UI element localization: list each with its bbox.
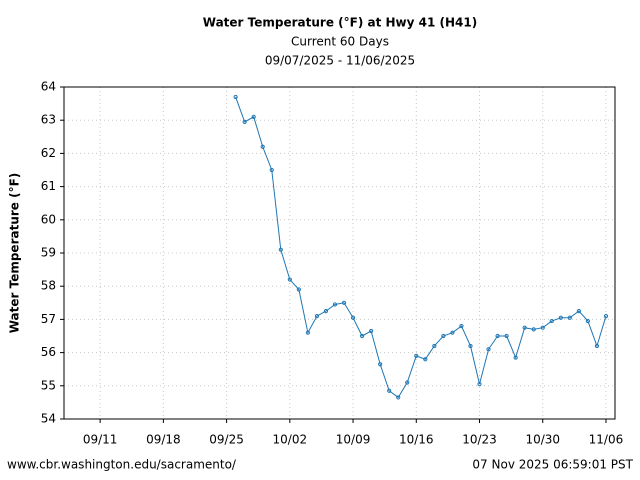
data-point — [269, 167, 274, 173]
data-point — [513, 355, 518, 360]
chart-title: Water Temperature (°F) at Hwy 41 (H41) — [203, 16, 477, 30]
y-tick-label: 64 — [41, 80, 56, 94]
x-tick-label: 10/16 — [399, 433, 434, 447]
x-tick-label: 09/18 — [146, 433, 181, 447]
data-point — [296, 287, 301, 292]
y-tick-label: 58 — [41, 279, 56, 293]
data-point — [350, 315, 356, 320]
data-point — [567, 315, 572, 320]
data-point — [522, 325, 527, 330]
data-point — [450, 330, 455, 335]
y-tick-label: 57 — [41, 312, 56, 326]
data-point — [323, 309, 329, 314]
y-axis-label: Water Temperature (°F) — [8, 173, 22, 334]
data-point — [278, 247, 283, 252]
data-point — [603, 313, 609, 319]
x-tick-label: 10/30 — [525, 433, 560, 447]
data-point — [486, 347, 491, 352]
data-point — [477, 382, 482, 387]
y-tick-label: 54 — [41, 412, 56, 426]
data-point — [504, 333, 509, 339]
x-tick-label: 09/11 — [83, 433, 118, 447]
data-point — [468, 343, 473, 349]
x-tick-label: 10/23 — [462, 433, 497, 447]
data-point — [576, 309, 581, 314]
y-tick-label: 62 — [41, 146, 56, 160]
data-point — [405, 380, 410, 385]
timestamp: 07 Nov 2025 06:59:01 PST — [472, 458, 633, 472]
data-point — [314, 313, 320, 319]
data-point — [432, 343, 437, 349]
data-point — [531, 327, 536, 332]
y-tick-label: 60 — [41, 212, 56, 226]
y-tick-label: 59 — [41, 246, 56, 260]
data-point — [369, 328, 374, 334]
data-point — [549, 318, 554, 324]
data-point — [495, 333, 500, 339]
data-point — [459, 323, 464, 329]
data-point — [387, 388, 392, 393]
date-range: 09/07/2025 - 11/06/2025 — [265, 54, 415, 68]
y-tick-label: 55 — [41, 378, 56, 392]
y-tick-label: 63 — [41, 113, 56, 127]
x-tick-label: 10/09 — [336, 433, 371, 447]
data-point — [585, 318, 591, 324]
y-tick-label: 61 — [41, 179, 56, 193]
x-tick-label: 10/02 — [273, 433, 308, 447]
data-point — [423, 357, 428, 362]
data-point — [287, 277, 292, 282]
chart-subtitle: Current 60 Days — [291, 35, 389, 49]
data-point — [414, 353, 419, 359]
data-point — [341, 300, 347, 305]
data-point — [396, 395, 401, 400]
x-tick-label: 09/25 — [209, 433, 244, 447]
data-point — [359, 333, 365, 339]
data-point — [233, 94, 238, 100]
data-point — [242, 119, 247, 124]
source-url: www.cbr.washington.edu/sacramento/ — [7, 458, 237, 472]
data-point — [260, 144, 265, 149]
y-tick-label: 56 — [41, 345, 56, 359]
data-point — [251, 114, 256, 119]
data-point — [594, 343, 600, 349]
plot-frame — [63, 86, 616, 420]
data-point — [305, 330, 310, 335]
data-point — [441, 333, 446, 339]
data-point — [378, 362, 383, 367]
x-tick-label: 11/06 — [589, 433, 624, 447]
data-point — [540, 325, 545, 330]
data-point — [558, 315, 563, 320]
data-point — [332, 302, 338, 307]
